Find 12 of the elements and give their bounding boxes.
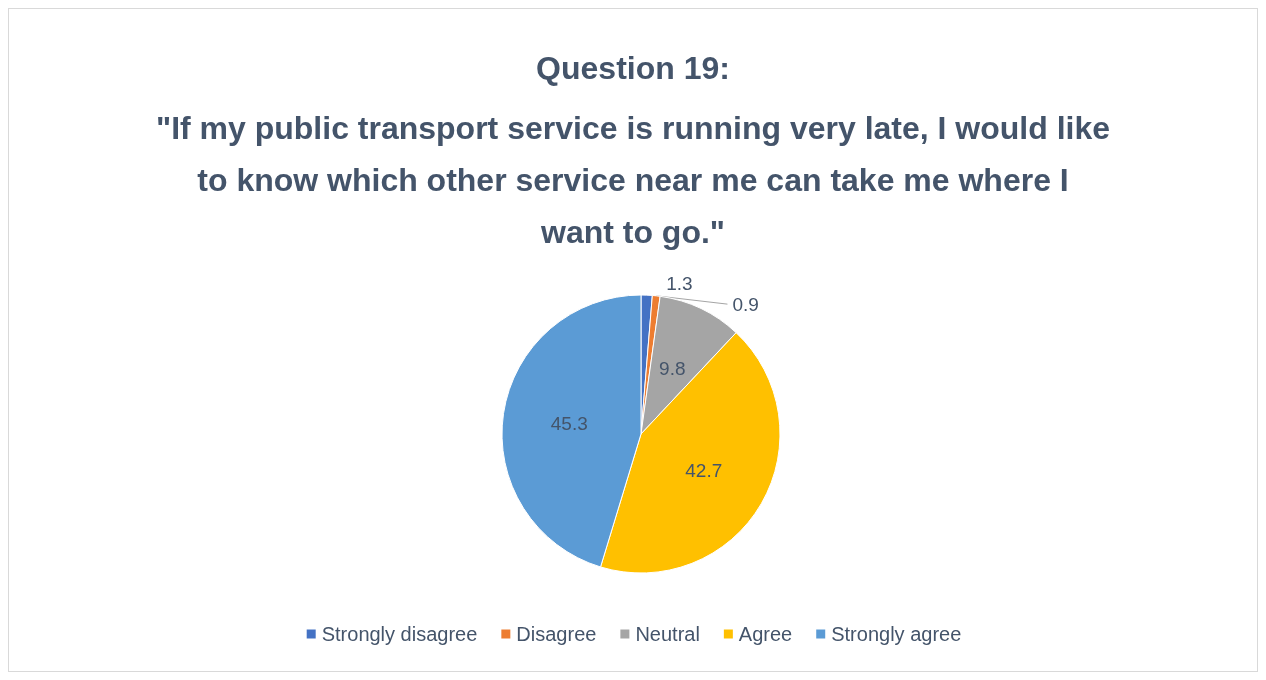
chart-subtitle: "If my public transport service is running very late, I would like to know which other service near me can take me where I want to go."	[155, 110, 1111, 250]
data-label: 0.9	[732, 293, 759, 315]
legend-label: Strongly agree	[831, 623, 962, 645]
legend-label: Disagree	[516, 623, 597, 645]
data-label: 45.3	[550, 412, 588, 434]
chart-title: Question 19:	[536, 50, 730, 86]
legend-label: Strongly disagree	[321, 623, 478, 645]
data-label: 42.7	[685, 459, 723, 481]
legend-label: Neutral	[635, 623, 700, 645]
data-label: 9.8	[659, 358, 686, 380]
legend-label: Agree	[738, 623, 793, 645]
data-label: 1.3	[666, 272, 693, 294]
